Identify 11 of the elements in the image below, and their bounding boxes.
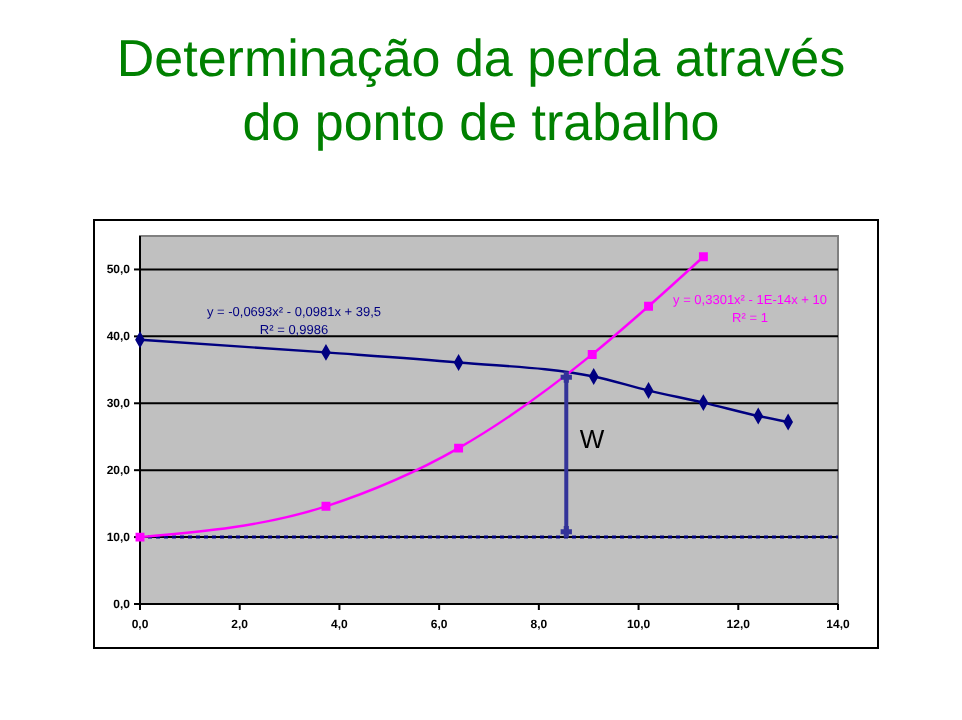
point — [454, 443, 464, 453]
point — [698, 252, 708, 262]
point — [560, 371, 572, 383]
point — [321, 501, 331, 511]
chart-title: Determinação da perda através do ponto de trabalho — [116, 28, 846, 152]
annotation: W — [579, 424, 606, 454]
point — [587, 349, 597, 359]
point — [644, 301, 654, 311]
point — [588, 369, 599, 384]
point — [560, 526, 572, 538]
point — [453, 355, 464, 370]
